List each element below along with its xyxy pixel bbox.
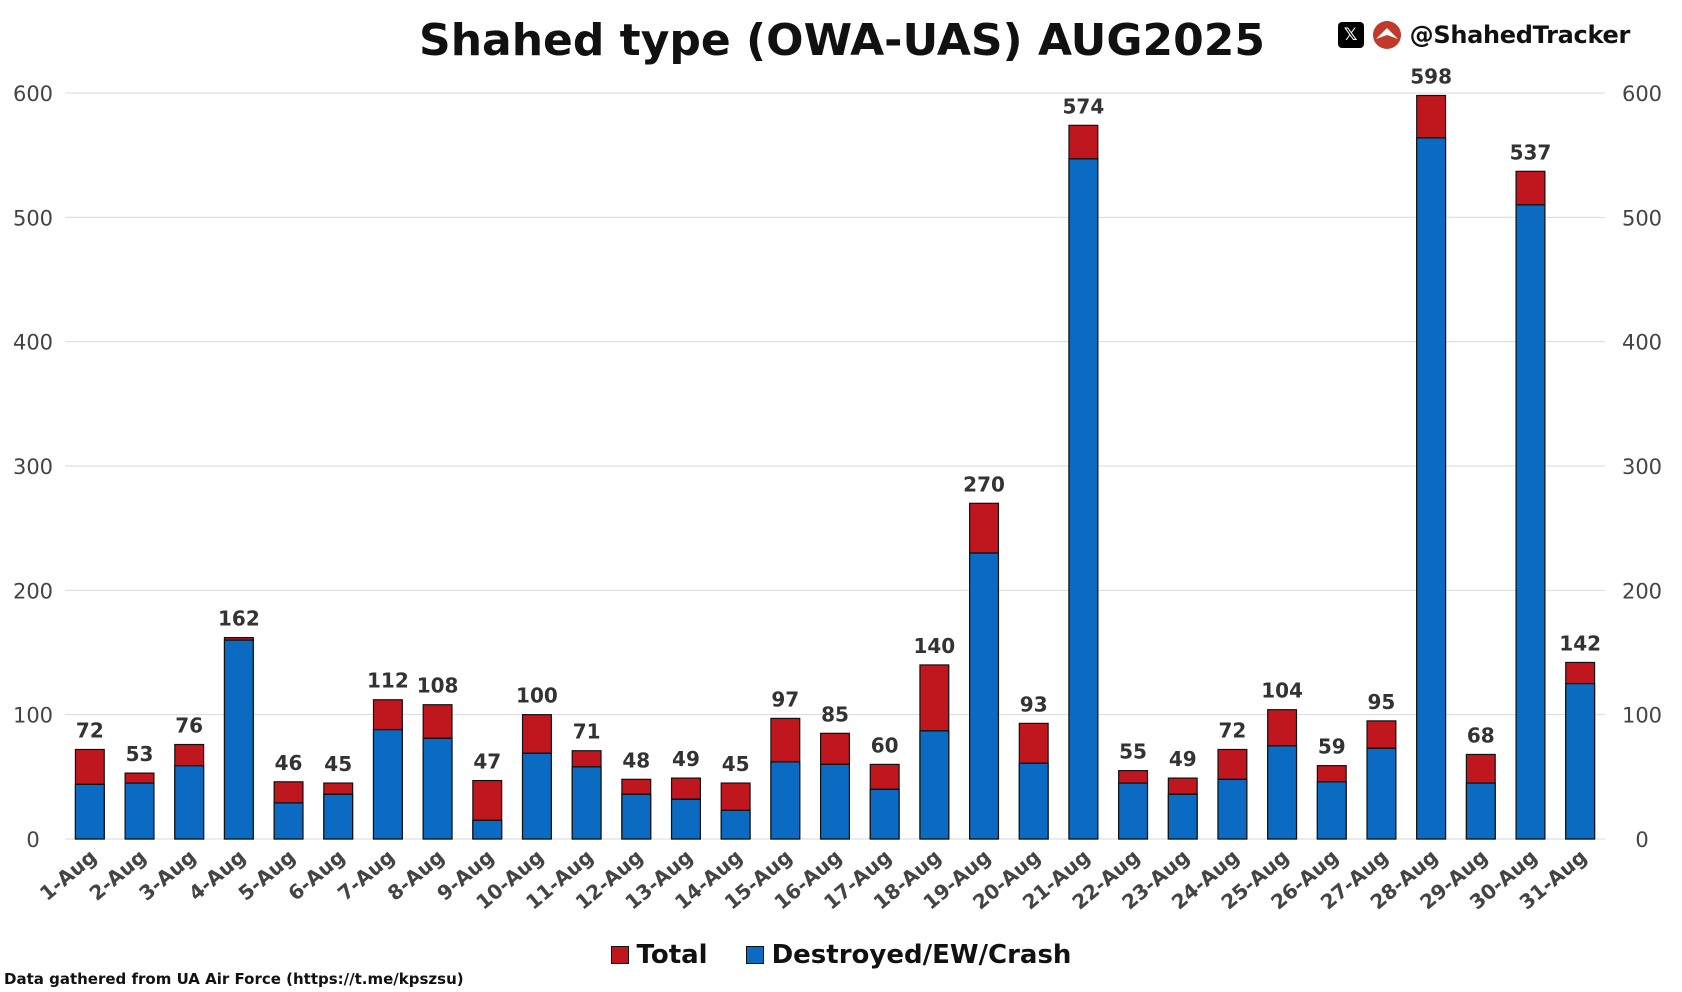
bars — [74, 94, 1596, 840]
data-label: 49 — [1169, 747, 1197, 771]
legend: Total Destroyed/EW/Crash — [0, 940, 1682, 970]
bar-destroyed — [621, 793, 652, 840]
y-tick-label-right: 100 — [1622, 704, 1662, 728]
y-tick-label-left: 200 — [13, 579, 53, 603]
y-tick-label-left: 600 — [13, 82, 53, 106]
bar-destroyed — [969, 552, 1000, 840]
bar-destroyed — [1217, 778, 1248, 840]
chart-title: Shahed type (OWA-UAS) AUG2025 — [419, 15, 1265, 66]
bar-destroyed — [770, 761, 801, 840]
bar-destroyed — [1565, 682, 1596, 840]
bar-destroyed — [273, 802, 304, 840]
data-label: 108 — [417, 674, 459, 698]
data-label: 95 — [1368, 690, 1396, 714]
x-axis: 1-Aug2-Aug3-Aug4-Aug5-Aug6-Aug7-Aug8-Aug… — [35, 844, 1591, 914]
data-label: 100 — [516, 684, 558, 708]
data-label: 270 — [963, 472, 1005, 496]
legend-swatch-total — [610, 946, 629, 964]
data-label: 68 — [1467, 723, 1495, 747]
y-tick-label-left: 0 — [26, 828, 39, 852]
bar-destroyed — [1167, 793, 1198, 840]
bar-destroyed — [1068, 158, 1099, 840]
bar-destroyed — [74, 783, 105, 840]
data-label: 46 — [275, 751, 303, 775]
legend-label-total: Total — [636, 940, 708, 970]
bar-destroyed — [124, 782, 155, 840]
brand-handle: @ShahedTracker — [1409, 21, 1631, 49]
data-label: 60 — [871, 733, 899, 757]
brand[interactable]: 𝕏 @ShahedTracker — [1337, 20, 1631, 50]
y-tick-label-right: 400 — [1622, 331, 1662, 355]
y-tick-label-left: 500 — [13, 206, 53, 230]
bar-destroyed — [919, 730, 950, 840]
bar-destroyed — [472, 819, 503, 840]
data-label: 49 — [672, 747, 700, 771]
data-label: 598 — [1410, 64, 1452, 88]
y-axis-left: 0 100 200 300 400 500 600 — [13, 82, 53, 852]
y-tick-label-right: 600 — [1622, 82, 1662, 106]
data-label: 537 — [1510, 140, 1552, 164]
data-label: 140 — [913, 634, 955, 658]
bar-destroyed — [1515, 204, 1546, 840]
bar-destroyed — [521, 752, 552, 840]
y-tick-label-left: 100 — [13, 704, 53, 728]
bar-destroyed — [323, 793, 354, 840]
bar-destroyed — [223, 639, 254, 840]
data-label: 53 — [126, 742, 154, 766]
bar-destroyed — [1018, 762, 1049, 840]
source-note: Data gathered from UA Air Force (https:/… — [4, 970, 464, 988]
x-logo-icon[interactable]: 𝕏 — [1337, 22, 1364, 48]
y-tick-label-right: 0 — [1635, 828, 1648, 852]
data-label: 45 — [324, 752, 352, 776]
data-label: 45 — [722, 752, 750, 776]
data-label: 48 — [622, 748, 650, 772]
legend-item-total: Total — [610, 940, 708, 970]
y-tick-label-right: 200 — [1622, 579, 1662, 603]
bar-destroyed — [1366, 747, 1397, 840]
data-label: 55 — [1119, 740, 1147, 764]
gridlines — [65, 92, 1605, 840]
bar-destroyed — [869, 788, 900, 840]
bar-destroyed — [174, 765, 205, 840]
bar-destroyed — [670, 798, 701, 840]
data-label: 97 — [771, 687, 799, 711]
data-label: 93 — [1020, 692, 1048, 716]
bar-destroyed — [1316, 781, 1347, 840]
bar-destroyed — [1267, 745, 1298, 840]
data-label: 72 — [76, 718, 104, 742]
data-label: 104 — [1261, 679, 1303, 703]
data-label: 59 — [1318, 735, 1346, 759]
bar-destroyed — [819, 763, 851, 840]
bar-destroyed — [571, 766, 602, 840]
data-label: 574 — [1063, 94, 1105, 118]
shahed-tracker-logo-icon — [1372, 21, 1401, 49]
data-label: 47 — [473, 750, 501, 774]
data-labels: 72 53 76 162 46 45 112 108 47 100 71 48 49 45 97 85 60 14… — [76, 64, 1601, 776]
bar-destroyed — [1118, 782, 1149, 840]
y-tick-label-left: 400 — [13, 331, 53, 355]
data-label: 72 — [1218, 718, 1246, 742]
bar-destroyed — [720, 809, 751, 840]
data-label: 85 — [821, 702, 849, 726]
data-label: 162 — [218, 607, 260, 631]
data-label: 71 — [573, 720, 601, 744]
bar-destroyed — [422, 737, 453, 840]
bar-destroyed — [1416, 137, 1447, 840]
y-tick-label-right: 500 — [1622, 206, 1662, 230]
data-label: 142 — [1559, 631, 1601, 655]
bar-destroyed — [372, 728, 403, 840]
y-tick-label-right: 300 — [1622, 455, 1662, 479]
y-axis-right: 0 100 200 300 400 500 600 — [1622, 82, 1662, 852]
bar-destroyed — [1465, 782, 1496, 840]
y-tick-label-left: 300 — [13, 455, 53, 479]
legend-swatch-destroyed — [745, 946, 764, 964]
data-label: 112 — [367, 669, 409, 693]
legend-label-destroyed: Destroyed/EW/Crash — [771, 940, 1072, 970]
legend-item-destroyed: Destroyed/EW/Crash — [745, 940, 1072, 970]
data-label: 76 — [175, 714, 203, 738]
